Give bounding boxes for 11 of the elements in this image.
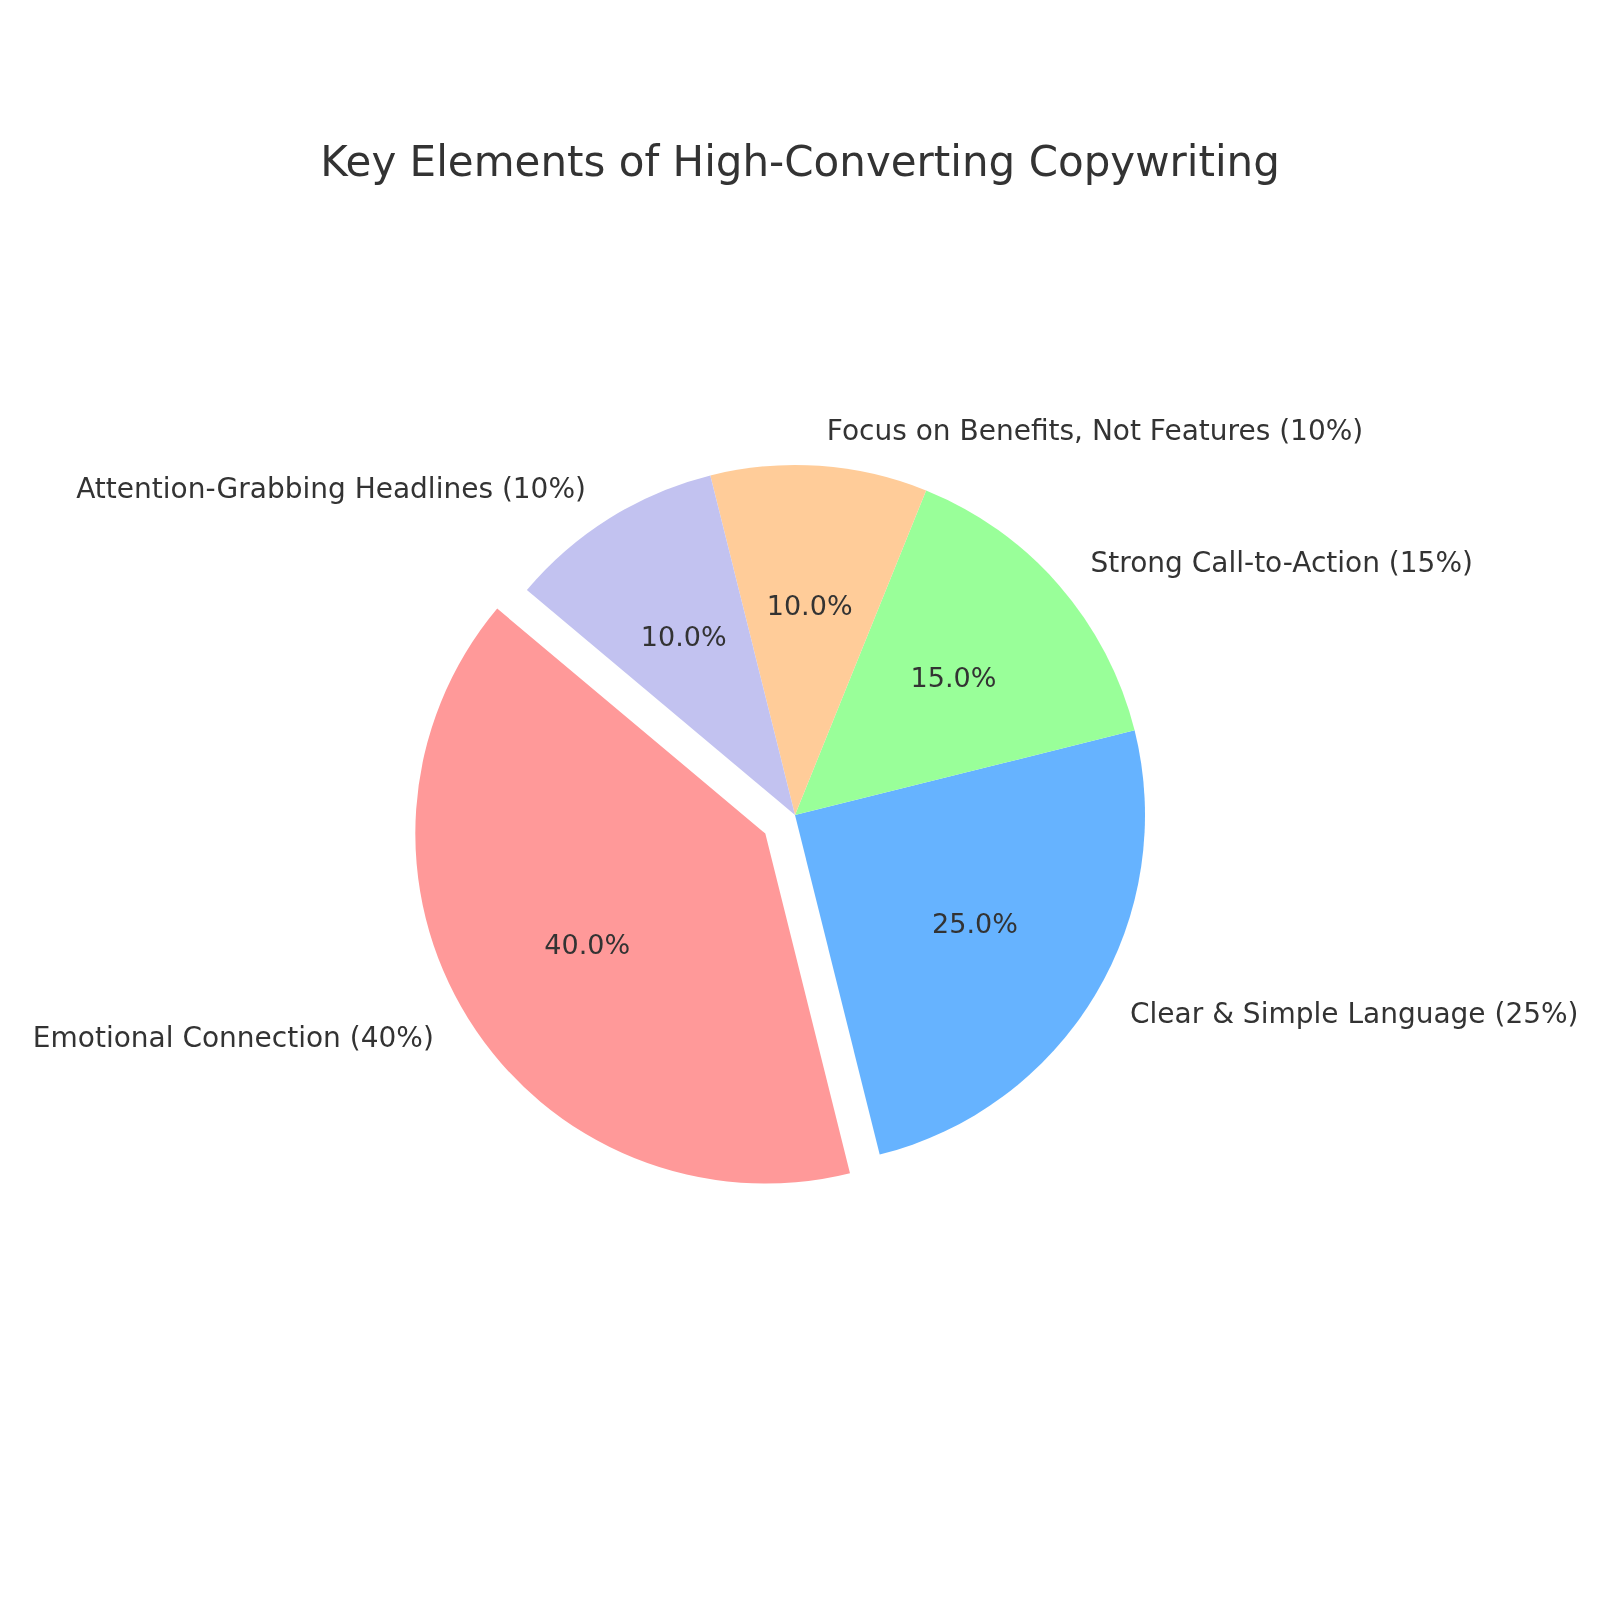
slice-label: Focus on Benefits, Not Features (10%)	[826, 414, 1364, 448]
slice-label: Clear & Simple Language (25%)	[1130, 996, 1579, 1030]
data-label: 40.0%	[544, 929, 631, 961]
data-label: 15.0%	[910, 661, 997, 693]
slice-label: Strong Call-to-Action (15%)	[1090, 545, 1473, 579]
slice-label: Emotional Connection (40%)	[32, 1021, 434, 1055]
chart-title: Key Elements of High-Converting Copywriting	[320, 136, 1280, 186]
data-label: 10.0%	[640, 621, 727, 653]
data-label: 10.0%	[766, 590, 853, 622]
data-label: 25.0%	[932, 907, 1018, 939]
slice-label: Attention-Grabbing Headlines (10%)	[76, 472, 586, 505]
